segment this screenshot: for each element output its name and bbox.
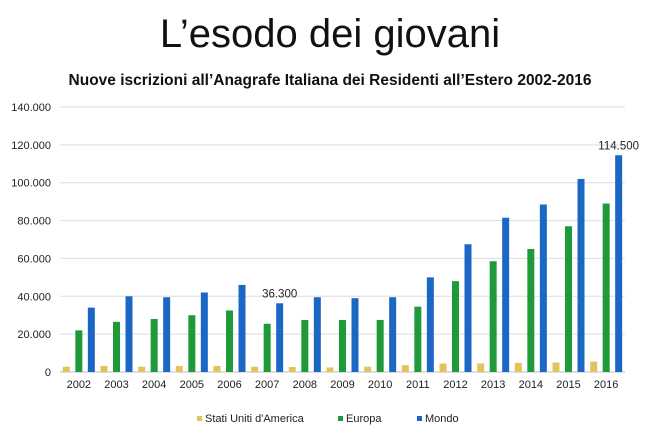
legend-label: Stati Uniti d'America [205,413,305,425]
data-label: 36.300 [262,288,297,300]
chart-title: Nuove iscrizioni all’Anagrafe Italiana d… [68,72,592,89]
bar-europa-2003 [113,321,120,372]
legend-label: Europa [346,413,382,425]
bar-stati-uniti-d-america-2012 [439,363,447,372]
legend-swatch [417,416,422,421]
x-tick-label: 2013 [481,379,505,391]
bar-europa-2005 [188,315,196,372]
bar-stati-uniti-d-america-2002 [62,366,70,372]
bar-mondo-2016 [615,155,623,372]
y-tick-label: 80.000 [17,216,51,228]
x-axis-ticks: 2002 2003 2004 2005 2006 2007 2008 2009 2010 2011… [67,379,619,391]
x-tick-label: 2006 [217,379,241,391]
bar-stati-uniti-d-america-2013 [477,363,485,372]
bar-europa-2008 [301,319,309,372]
y-tick-label: 20.000 [17,329,51,341]
data-label: 114.500 [598,140,639,152]
bar-europa-2007 [263,323,271,372]
bar-europa-2016 [602,203,610,372]
bar-stati-uniti-d-america-2003 [100,365,108,372]
bar-europa-2013 [489,261,497,372]
x-tick-label: 2004 [142,379,166,391]
bar-mondo-2013 [502,217,510,372]
x-tick-label: 2003 [104,379,128,391]
bar-stati-uniti-d-america-2009 [326,367,334,372]
slide-title: L’esodo dei giovani [159,12,501,56]
bar-stati-uniti-d-america-2016 [590,361,598,372]
bar-europa-2014 [527,248,535,372]
y-tick-label: 60.000 [17,253,51,265]
y-axis-ticks: 0 20.000 40.000 60.000 80.000 100.000 120.000 1… [11,102,51,379]
bar-mondo-2002 [87,307,95,372]
bar-stati-uniti-d-america-2006 [213,365,221,372]
bar-mondo-2006 [238,284,246,372]
bar-mondo-2010 [389,297,397,372]
x-tick-label: 2015 [556,379,580,391]
x-tick-label: 2014 [519,379,543,391]
x-tick-label: 2010 [368,379,392,391]
bar-europa-2011 [414,306,422,372]
y-tick-label: 100.000 [11,178,51,190]
bar-stati-uniti-d-america-2004 [138,366,146,372]
legend-swatch [197,416,202,421]
bar-mondo-2011 [426,277,434,372]
bar-stati-uniti-d-america-2014 [514,362,522,372]
bar-mondo-2003 [125,296,133,372]
legend-label: Mondo [425,413,459,425]
x-tick-label: 2008 [293,379,317,391]
bar-europa-2009 [339,319,346,372]
y-tick-label: 40.000 [17,291,51,303]
y-tick-label: 0 [45,367,51,379]
bar-europa-2015 [565,226,572,372]
bar-europa-2010 [376,319,384,372]
bar-mondo-2012 [464,244,472,372]
bar-mondo-2007 [276,303,284,372]
legend: Stati Uniti d'America Europa Mondo [197,413,459,425]
x-tick-label: 2016 [594,379,618,391]
bar-mondo-2015 [577,178,585,372]
x-tick-label: 2002 [67,379,91,391]
x-tick-label: 2009 [330,379,354,391]
y-tick-label: 140.000 [11,102,51,114]
bar-europa-2004 [150,319,158,372]
bar-stati-uniti-d-america-2008 [288,367,296,372]
bar-mondo-2014 [539,204,547,372]
bar-mondo-2009 [351,298,359,372]
bar-mondo-2005 [200,292,208,372]
bar-mondo-2004 [163,297,171,372]
bar-mondo-2008 [313,297,321,372]
x-tick-label: 2005 [180,379,204,391]
bar-stati-uniti-d-america-2015 [552,362,560,372]
bar-stati-uniti-d-america-2010 [364,366,372,372]
bar-stati-uniti-d-america-2011 [401,365,409,372]
bars [62,155,623,372]
bar-stati-uniti-d-america-2007 [251,366,259,372]
y-tick-label: 120.000 [11,140,51,152]
x-tick-label: 2011 [406,379,430,391]
bar-europa-2006 [226,310,233,372]
x-tick-label: 2007 [255,379,279,391]
annotations: 36.300 114.500 [262,140,639,300]
bar-europa-2012 [452,281,459,372]
legend-swatch [338,416,343,421]
x-tick-label: 2012 [443,379,467,391]
bar-europa-2002 [75,330,83,372]
bar-stati-uniti-d-america-2005 [175,365,183,372]
